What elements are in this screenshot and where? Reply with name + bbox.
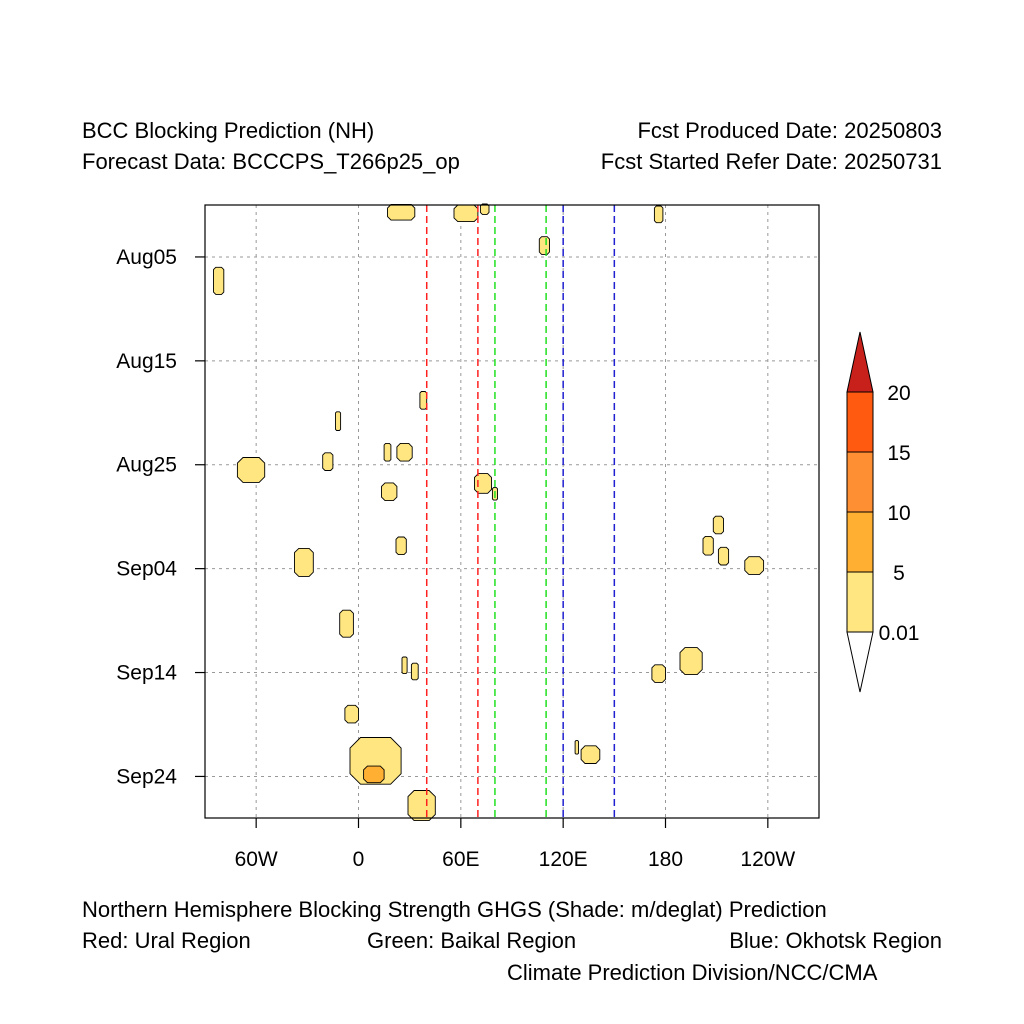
started-date: Fcst Started Refer Date: 20250731 — [600, 149, 942, 174]
colorbar-segment — [846, 451, 874, 513]
blocking-blob — [717, 546, 730, 566]
colorbar-segment — [846, 511, 874, 573]
blocking-blob — [679, 647, 703, 676]
credit-label: Climate Prediction Division/NCC/CMA — [507, 960, 878, 985]
ural-label: Red: Ural Region — [82, 928, 251, 953]
x-tick-label: 60E — [442, 848, 479, 871]
y-tick-label: Sep24 — [116, 765, 177, 788]
baikal-label: Green: Baikal Region — [367, 928, 577, 953]
blocking-blob — [387, 204, 416, 221]
y-tick-label: Aug05 — [116, 246, 177, 269]
colorbar: 0.01 5 10 15 20 — [846, 331, 920, 693]
blocking-blob — [213, 266, 225, 295]
blocks-layer — [213, 203, 765, 822]
colorbar-segment — [846, 391, 874, 453]
okhotsk-label: Blue: Okhotsk Region — [729, 928, 942, 953]
blocking-blob — [349, 737, 402, 785]
x-tick-label: 120W — [740, 848, 795, 871]
x-tick-label: 180 — [648, 848, 683, 871]
blocking-blob — [410, 662, 419, 681]
blocking-blob — [294, 547, 314, 577]
colorbar-label: 20 — [887, 382, 910, 405]
colorbar-label: 15 — [887, 442, 910, 465]
y-tick-label: Sep04 — [116, 558, 177, 581]
colorbar-max-triangle — [846, 331, 874, 393]
blocking-blob — [653, 205, 664, 224]
blocking-blob — [744, 556, 765, 575]
blocking-blob — [419, 391, 428, 410]
colorbar-label: 5 — [893, 562, 905, 585]
colorbar-label: 10 — [887, 502, 910, 525]
x-tick-label: 0 — [353, 848, 365, 871]
y-tick-label: Sep14 — [116, 662, 177, 685]
blocking-blob — [712, 515, 724, 535]
blocking-blob — [236, 457, 266, 483]
colorbar-min-triangle — [846, 631, 874, 693]
x-tick-label: 120E — [539, 848, 588, 871]
blocking-blob — [407, 790, 436, 822]
x-tick-label: 60W — [235, 848, 278, 871]
grid-layer — [205, 205, 819, 818]
blocking-blob — [363, 765, 385, 784]
blocking-blob — [383, 442, 392, 462]
data-source: Forecast Data: BCCCPS_T266p25_op — [82, 149, 460, 174]
blocking-blob — [474, 473, 492, 494]
y-tick-label: Aug15 — [116, 350, 177, 373]
blocking-blob — [580, 745, 601, 764]
produced-date: Fcst Produced Date: 20250803 — [637, 118, 942, 143]
plot-frame — [204, 204, 820, 819]
blocking-blob — [381, 482, 398, 502]
blocking-blob — [396, 442, 413, 462]
chart-title: BCC Blocking Prediction (NH) — [82, 118, 375, 143]
y-tick-label: Aug25 — [116, 454, 177, 477]
blocking-blob — [322, 452, 334, 471]
colorbar-segment — [846, 571, 874, 633]
blocking-blob — [453, 204, 479, 223]
axes-layer: 60W 0 60E 120E 180 120W Aug05 Aug15 Aug25 Sep04 Se… — [116, 246, 795, 871]
region-lines-layer — [425, 205, 616, 818]
blocking-blob — [538, 236, 550, 255]
blocking-blob — [401, 656, 408, 675]
blocking-blob — [335, 411, 342, 431]
footer-caption: Northern Hemisphere Blocking Strength GH… — [82, 897, 827, 922]
blocking-blob — [574, 740, 579, 755]
blocking-blob — [395, 536, 407, 556]
blocking-blob — [702, 535, 714, 556]
blocking-blob — [344, 704, 359, 724]
blocking-blob — [339, 609, 354, 638]
colorbar-label: 0.01 — [879, 622, 920, 645]
blocking-blob — [651, 664, 666, 683]
